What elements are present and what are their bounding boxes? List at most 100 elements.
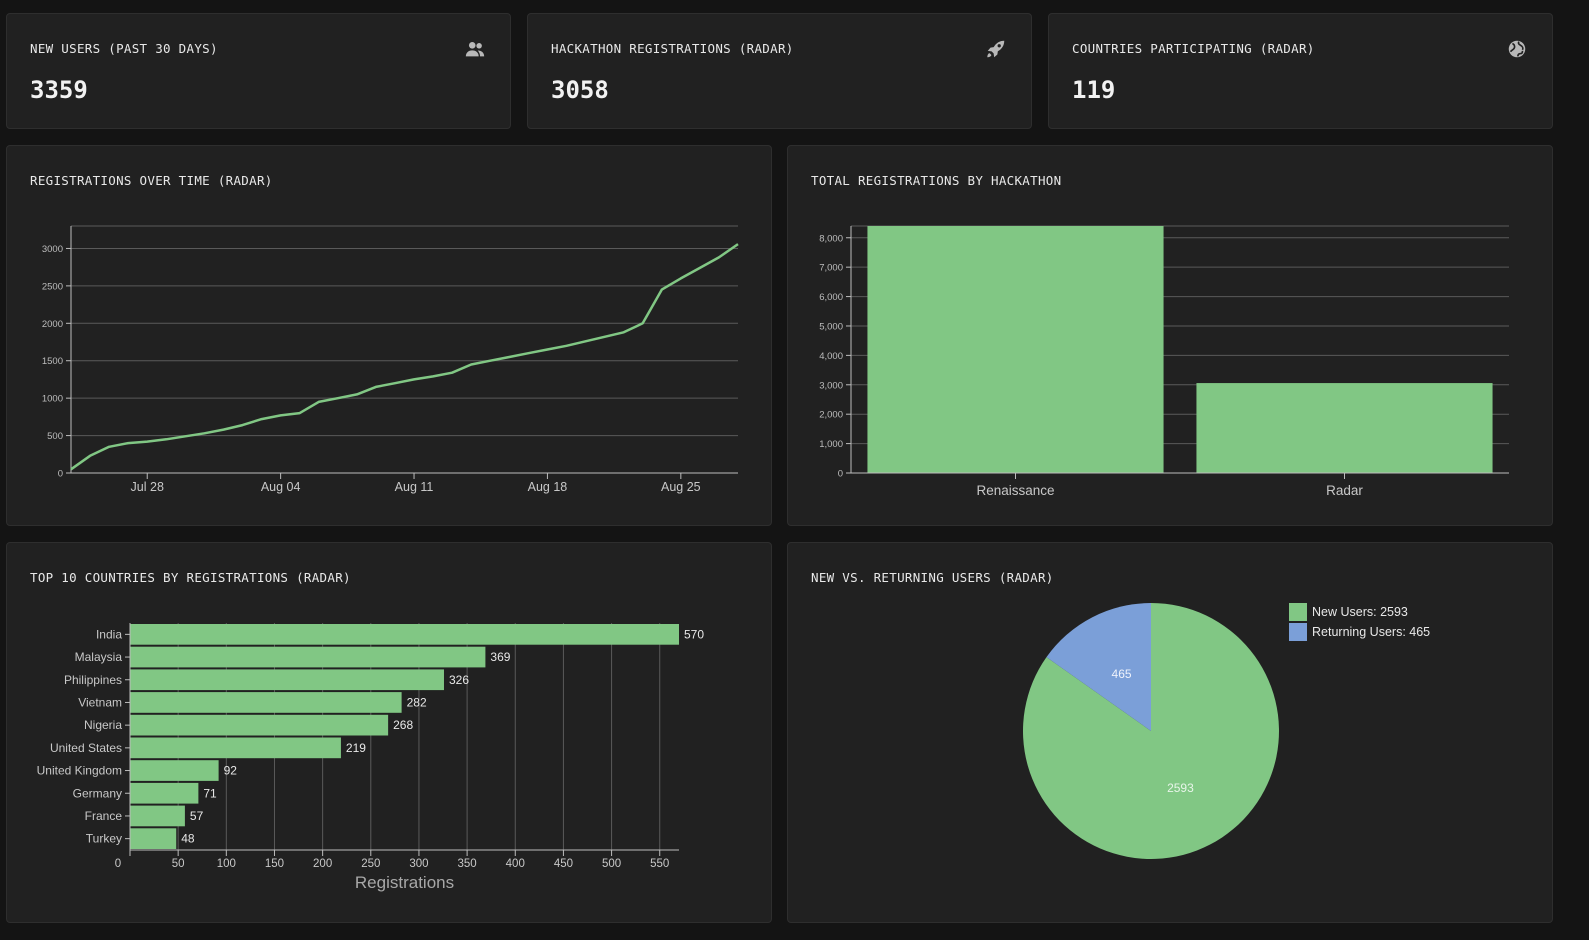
x-tick-label: Aug 25 [661,480,701,494]
x-tick-label: 150 [265,858,284,870]
y-tick-label: Philippines [64,673,122,687]
stat-title: HACKATHON REGISTRATIONS (RADAR) [551,41,794,56]
slice-label: 2593 [1167,781,1194,795]
x-tick-label: 350 [458,858,477,870]
y-tick-label: 1,000 [819,439,843,450]
rocket-icon [987,40,1005,58]
x-tick-label: 300 [409,858,428,870]
bar [130,805,185,827]
bar [130,714,389,736]
data-label: 369 [490,650,510,664]
data-label: 71 [203,786,217,800]
y-tick-label: 500 [47,431,63,442]
stat-title: NEW USERS (PAST 30 DAYS) [30,41,218,56]
bar [130,692,402,713]
x-tick-label: 50 [172,858,185,870]
x-tick-label: 250 [361,858,380,870]
x-tick-label: Aug 18 [528,480,568,494]
y-tick-label: Malaysia [75,650,123,664]
panel-title: TOTAL REGISTRATIONS BY HACKATHON [811,173,1062,188]
legend-swatch [1289,603,1307,621]
legend-swatch [1289,623,1307,641]
bar [130,828,177,849]
y-tick-label: 8,000 [819,233,843,244]
x-tick-label: 200 [313,858,332,870]
y-tick-label: Nigeria [84,718,122,732]
y-tick-label: 0 [838,469,843,480]
panel-title: REGISTRATIONS OVER TIME (RADAR) [30,173,273,188]
x-tick-label: 550 [650,858,669,870]
panel-title: NEW VS. RETURNING USERS (RADAR) [811,570,1054,585]
data-label: 48 [181,832,195,846]
y-tick-label: 1000 [42,394,63,405]
stat-value: 119 [1072,76,1116,104]
y-tick-label: 4,000 [819,351,843,362]
data-label: 268 [393,718,413,732]
legend-label: New Users: 2593 [1312,605,1408,619]
y-tick-label: 5,000 [819,321,843,332]
stat-card-new-users: NEW USERS (PAST 30 DAYS) 3359 [6,13,511,129]
y-tick-label: 3000 [42,244,63,255]
globe-icon [1508,40,1526,58]
x-tick-label: 500 [602,858,621,870]
stat-card-hackathon-registrations: HACKATHON REGISTRATIONS (RADAR) 3058 [527,13,1032,129]
bar [130,646,486,668]
bar [1196,383,1493,473]
legend-label: Returning Users: 465 [1312,625,1430,639]
y-tick-label: Vietnam [78,695,122,709]
data-label: 57 [190,809,204,823]
countries-bar-chart: 0 50 100 150 200 250 300 350 400 450 500 550 India 57… [37,623,704,892]
y-tick-label: 2,000 [819,410,843,421]
hackathon-bar-chart: 0 1,000 2,000 3,000 4,000 5,000 6,000 7,000 8,00… [819,225,1509,498]
y-tick-label: 0 [58,469,63,480]
x-tick-label: 400 [506,858,525,870]
slice-label: 465 [1112,667,1132,681]
panel-title: TOP 10 COUNTRIES BY REGISTRATIONS (RADAR… [30,570,351,585]
users-icon [465,42,485,57]
x-tick-label: Radar [1326,483,1363,498]
y-tick-label: 3,000 [819,380,843,391]
x-axis-title: Registrations [355,873,454,892]
y-tick-label: United Kingdom [37,764,122,778]
bar [130,737,341,759]
y-tick-label: India [96,627,122,641]
y-tick-label: 2000 [42,319,63,330]
series-line [70,243,739,471]
y-tick-label: Turkey [86,832,122,846]
registrations-over-time-panel: REGISTRATIONS OVER TIME (RADAR) 0 500 1000… [6,145,772,526]
registrations-line-chart: 0 500 1000 1500 2000 2500 3000 Jul 28 Aug 04 Aug … [42,225,739,494]
pie-slice-returning-users [1046,603,1151,731]
bar [130,669,444,691]
stat-value: 3359 [30,76,88,104]
x-tick-label: 100 [217,858,236,870]
y-tick-label: United States [50,741,122,755]
stat-title: COUNTRIES PARTICIPATING (RADAR) [1072,41,1315,56]
data-label: 570 [684,627,704,641]
bar [130,624,679,645]
users-pie-chart: 2593 465 New Users: 2593 Returning Users: 4… [1023,603,1430,859]
data-label: 282 [407,695,427,709]
bar [867,226,1164,473]
y-tick-label: 2500 [42,281,63,292]
total-registrations-panel: TOTAL REGISTRATIONS BY HACKATHON 0 1,000 2… [787,145,1553,526]
x-tick-label: Aug 04 [261,480,301,494]
top-countries-panel: TOP 10 COUNTRIES BY REGISTRATIONS (RADAR… [6,542,772,923]
x-tick-label: Aug 11 [395,480,434,494]
y-tick-label: France [85,809,123,823]
x-tick-label: Jul 28 [131,480,164,494]
data-label: 326 [449,673,469,687]
y-tick-label: 7,000 [819,263,843,274]
x-tick-label: 450 [554,858,573,870]
x-tick-label: 0 [115,858,121,870]
stat-card-countries: COUNTRIES PARTICIPATING (RADAR) 119 [1048,13,1553,129]
new-vs-returning-panel: NEW VS. RETURNING USERS (RADAR) 2593 465 N… [787,542,1553,923]
x-tick-label: Renaissance [976,483,1054,498]
y-tick-label: 1500 [42,356,63,367]
stat-value: 3058 [551,76,609,104]
y-tick-label: Germany [73,786,122,800]
data-label: 92 [224,764,238,778]
data-label: 219 [346,741,366,755]
y-tick-label: 6,000 [819,292,843,303]
bar [130,782,199,804]
bar [130,760,219,781]
